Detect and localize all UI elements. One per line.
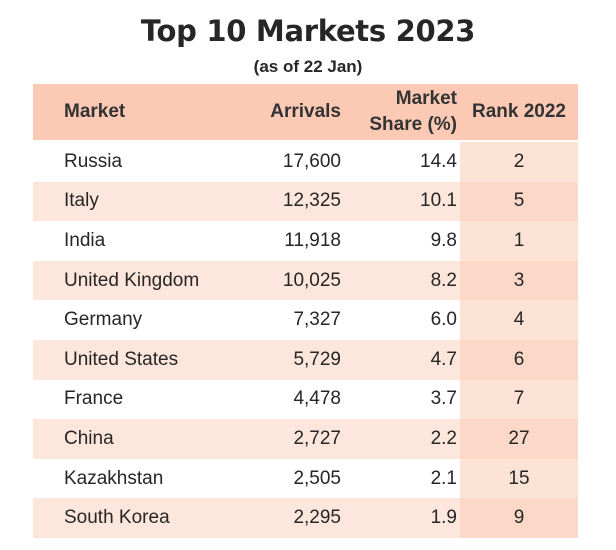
table-row: France 4,478 3.7 7 xyxy=(33,379,578,420)
header-rank-2022: Rank 2022 xyxy=(471,101,566,122)
header-market-share-line1: Market xyxy=(395,88,457,109)
market-cell: France xyxy=(64,388,124,410)
market-cell: Kazakhstan xyxy=(64,467,164,489)
table-body: Russia 17,600 14.4 2 Italy 12,325 10.1 5 India 11… xyxy=(33,142,578,538)
table-row: Russia 17,600 14.4 2 xyxy=(33,142,578,182)
rank-2022-cell: 7 xyxy=(460,379,578,420)
arrivals-cell: 7,327 xyxy=(293,309,341,331)
market-share-cell: 3.7 xyxy=(430,388,457,410)
rank-2022-cell: 3 xyxy=(460,260,578,301)
table-row: United States 5,729 4.7 6 xyxy=(33,339,578,380)
market-share-cell: 9.8 xyxy=(430,229,457,251)
table-row: United Kingdom 10,025 8.2 3 xyxy=(33,260,578,301)
market-share-cell: 2.1 xyxy=(430,467,457,489)
arrivals-cell: 17,600 xyxy=(282,150,341,172)
table-row: China 2,727 2.2 27 xyxy=(33,419,578,459)
rank-2022-cell: 9 xyxy=(460,498,578,538)
market-cell: India xyxy=(64,229,106,251)
market-cell: Germany xyxy=(64,309,143,331)
market-cell: United States xyxy=(64,348,179,370)
market-share-cell: 2.2 xyxy=(430,427,457,449)
market-share-cell: 8.2 xyxy=(430,269,457,291)
arrivals-cell: 5,729 xyxy=(293,348,341,370)
arrivals-cell: 2,295 xyxy=(293,507,341,529)
rank-2022-cell: 15 xyxy=(460,458,578,499)
market-cell: Russia xyxy=(64,150,123,172)
rank-2022-cell: 1 xyxy=(460,221,578,261)
arrivals-cell: 10,025 xyxy=(282,269,341,291)
market-share-cell: 1.9 xyxy=(430,507,457,529)
header-market: Market xyxy=(64,101,126,122)
market-cell: Italy xyxy=(64,190,99,212)
markets-table: Market Arrivals Market Share (%) Rank 20… xyxy=(33,84,578,538)
arrivals-cell: 2,505 xyxy=(293,467,341,489)
table-row: Italy 12,325 10.1 5 xyxy=(33,181,578,222)
rank-2022-cell: 5 xyxy=(460,181,578,222)
market-share-cell: 6.0 xyxy=(430,309,457,331)
page-subtitle: (as of 22 Jan) xyxy=(253,57,363,76)
market-share-cell: 10.1 xyxy=(420,190,457,212)
header-arrivals: Arrivals xyxy=(270,101,341,122)
header-market-share-line2: Share (%) xyxy=(369,114,457,135)
rank-2022-cell: 6 xyxy=(460,339,578,380)
arrivals-cell: 4,478 xyxy=(293,388,341,410)
market-share-cell: 4.7 xyxy=(430,348,457,370)
rank-2022-cell: 4 xyxy=(460,300,578,340)
rank-2022-cell: 27 xyxy=(460,419,578,459)
page-title: Top 10 Markets 2023 xyxy=(140,14,476,48)
arrivals-cell: 12,325 xyxy=(282,190,341,212)
arrivals-cell: 2,727 xyxy=(293,427,341,449)
table-row: India 11,918 9.8 1 xyxy=(33,221,578,261)
market-cell: United Kingdom xyxy=(64,269,200,291)
table-row: South Korea 2,295 1.9 9 xyxy=(33,498,578,538)
table-row: Germany 7,327 6.0 4 xyxy=(33,300,578,340)
arrivals-cell: 11,918 xyxy=(284,229,341,251)
rank-2022-cell: 2 xyxy=(460,142,578,182)
market-share-cell: 14.4 xyxy=(420,150,457,172)
market-cell: China xyxy=(64,427,114,449)
market-cell: South Korea xyxy=(64,507,170,529)
header-market-share: Market Share (%) xyxy=(353,84,457,140)
table-header: Market Arrivals Market Share (%) Rank 20… xyxy=(33,84,578,140)
table-row: Kazakhstan 2,505 2.1 15 xyxy=(33,458,578,499)
